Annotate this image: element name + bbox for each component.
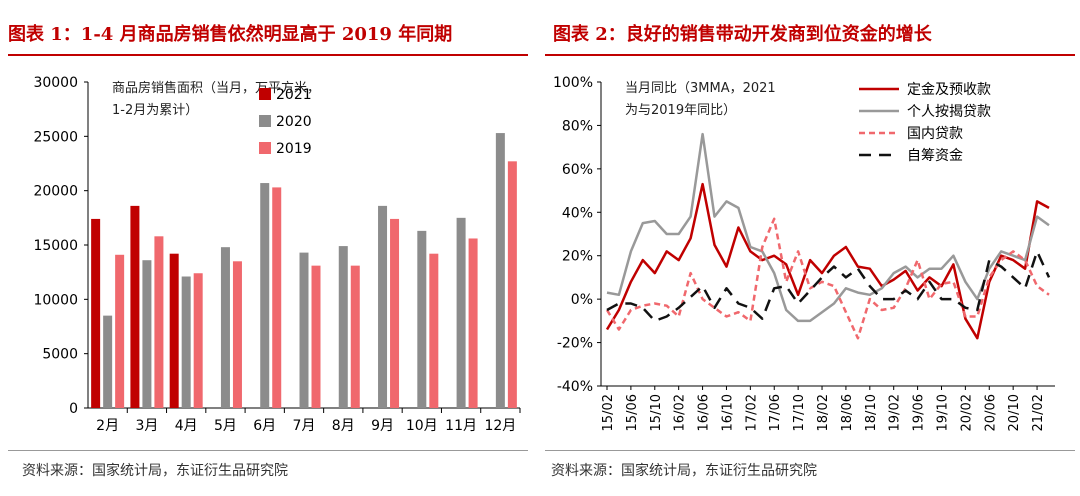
- bar-2020-5月: [220, 247, 230, 408]
- chart-panel-title: 图表 2：良好的销售带动开发商到位资金的增长: [553, 24, 932, 45]
- y-tick-label: 40%: [562, 205, 593, 221]
- x-tick-label: 8月: [332, 418, 355, 434]
- title-underline: [8, 54, 528, 56]
- series-line-国内贷款: [605, 217, 1050, 340]
- x-tick-label: 17/02: [744, 394, 759, 431]
- x-tick-label: 16/10: [720, 394, 735, 431]
- x-tick-label: 20/02: [959, 394, 974, 431]
- bar-2020-2月: [103, 315, 113, 408]
- y-tick-label: 25000: [33, 129, 78, 145]
- y-tick-label: -20%: [557, 336, 593, 352]
- x-tick-label: 5月: [214, 418, 237, 434]
- x-tick-label: 19/10: [935, 394, 950, 431]
- bar-2019-9月: [390, 218, 400, 408]
- x-tick-label: 18/06: [840, 394, 855, 431]
- bar-2021-3月: [130, 205, 140, 408]
- bar-2019-4月: [193, 273, 203, 408]
- bar-chart: 0 5000 10000 15000 20000 25000 30000 2月 3月 4月 5月 6月…: [33, 75, 521, 434]
- legend-swatch-2019: [259, 142, 271, 154]
- chart-panel-1: 图表 1：1-4 月商品房销售依然明显高于 2019 年同期 0 5000 1000…: [0, 0, 530, 496]
- bar-2020-9月: [378, 205, 388, 408]
- x-tick-label: 2月: [96, 418, 119, 434]
- x-tick-label: 15/06: [625, 394, 640, 431]
- chart-subtitle: 1-2月为累计）: [112, 103, 198, 118]
- bar-2020-8月: [338, 246, 348, 408]
- x-tick-label: 12月: [484, 418, 516, 434]
- series-line-定金及预收款: [605, 182, 1050, 340]
- chart-subtitle: 为与2019年同比）: [625, 103, 736, 118]
- legend-label: 2019: [276, 141, 312, 157]
- y-tick-label: 30000: [33, 75, 78, 91]
- x-tick-label: 19/02: [888, 394, 903, 431]
- y-tick-label: 0%: [571, 292, 593, 308]
- bar-2019-6月: [272, 187, 282, 408]
- chart-title: 当月同比（3MMA，2021: [625, 81, 776, 96]
- bar-2020-6月: [260, 183, 270, 408]
- x-tick-label: 18/02: [816, 394, 831, 431]
- y-tick-label: 20000: [33, 184, 78, 200]
- y-tick-label: 100%: [553, 75, 593, 91]
- bar-2019-8月: [350, 265, 360, 408]
- y-tick-label: 0: [69, 401, 78, 417]
- y-tick-label: 5000: [42, 347, 78, 363]
- bar-2020-10月: [417, 230, 427, 408]
- x-tick-label: 21/02: [1031, 394, 1046, 431]
- x-tick-label: 16/06: [697, 394, 712, 431]
- title-underline: [545, 54, 1075, 56]
- x-tick-label: 4月: [175, 418, 198, 434]
- y-tick-label: 80%: [562, 118, 593, 134]
- chart-panel-title: 图表 1：1-4 月商品房销售依然明显高于 2019 年同期: [8, 24, 453, 45]
- legend-swatch-2020: [259, 115, 271, 127]
- line-chart: -40% -20% 0% 20% 40% 60% 80% 100% 15/02 15/06 15/1…: [553, 75, 1055, 431]
- bar-2021-4月: [169, 253, 179, 408]
- x-tick-label: 17/06: [768, 394, 783, 431]
- chart-panel-2: 图表 2：良好的销售带动开发商到位资金的增长 -40% -20% 0% 20% 40% 6…: [545, 0, 1080, 496]
- bar-2019-11月: [468, 238, 478, 408]
- series-line-自筹资金: [606, 250, 1051, 323]
- bar-2019-3月: [154, 236, 164, 408]
- y-tick-label: 10000: [33, 292, 78, 308]
- bar-2020-3月: [142, 260, 152, 408]
- legend-swatch-2021: [259, 88, 271, 100]
- bar-2019-10月: [429, 253, 439, 408]
- x-tick-label: 6月: [253, 418, 276, 434]
- source-note: 资料来源：国家统计局，东证衍生品研究院: [551, 463, 817, 479]
- bar-2019-7月: [311, 265, 321, 408]
- x-tick-label: 20/10: [1007, 394, 1022, 431]
- x-tick-label: 15/10: [649, 394, 664, 431]
- x-tick-label: 10月: [406, 418, 438, 434]
- bar-2020-11月: [456, 217, 466, 408]
- bar-2019-5月: [232, 261, 242, 408]
- y-tick-label: -40%: [557, 379, 593, 395]
- legend-label: 2021: [276, 87, 312, 103]
- x-tick-label: 20/06: [983, 394, 998, 431]
- legend-label: 自筹资金: [907, 147, 963, 164]
- bar-2019-12月: [507, 161, 517, 408]
- legend-label: 个人按揭贷款: [907, 104, 991, 120]
- bar-2020-12月: [495, 133, 505, 408]
- x-tick-label: 9月: [371, 418, 394, 434]
- bar-2020-7月: [299, 252, 309, 408]
- source-note: 资料来源：国家统计局，东证衍生品研究院: [22, 463, 288, 479]
- series-line-个人按揭贷款: [606, 132, 1050, 323]
- bar-2019-2月: [115, 254, 125, 408]
- y-tick-label: 60%: [562, 162, 593, 178]
- y-tick-label: 20%: [562, 249, 593, 265]
- legend-label: 国内贷款: [907, 126, 963, 142]
- bar-2021-2月: [91, 218, 101, 408]
- source-divider: [8, 450, 528, 451]
- bar-2020-4月: [181, 276, 191, 408]
- x-tick-label: 17/10: [792, 394, 807, 431]
- x-tick-label: 16/02: [673, 394, 688, 431]
- x-tick-label: 11月: [445, 418, 477, 434]
- y-tick-label: 15000: [33, 238, 78, 254]
- x-tick-label: 19/06: [912, 394, 927, 431]
- x-tick-label: 3月: [135, 418, 158, 434]
- legend-label: 定金及预收款: [907, 82, 991, 98]
- x-tick-label: 18/10: [864, 394, 879, 431]
- x-tick-label: 15/02: [601, 394, 616, 431]
- legend-label: 2020: [276, 114, 312, 130]
- source-divider: [545, 450, 1075, 451]
- x-tick-label: 7月: [293, 418, 316, 434]
